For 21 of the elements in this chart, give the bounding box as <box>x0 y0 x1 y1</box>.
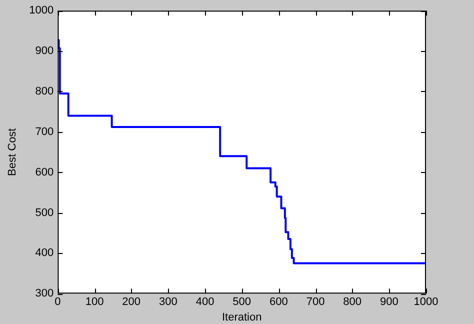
x-tick-label: 900 <box>380 296 398 308</box>
y-tick-label: 600 <box>35 166 54 178</box>
y-tick-label: 300 <box>35 288 54 300</box>
x-tick-label: 300 <box>158 296 178 308</box>
x-tick-label: 800 <box>343 296 362 308</box>
x-tick-label: 500 <box>232 296 252 308</box>
y-tick-label: 500 <box>35 206 54 219</box>
x-tick-label: 600 <box>269 296 288 308</box>
y-tick-label: 800 <box>35 85 54 98</box>
x-tick-label: 400 <box>196 296 214 308</box>
x-tick-label: 100 <box>85 296 104 308</box>
x-axis-title: Iteration <box>222 311 262 324</box>
y-tick-label: 400 <box>35 247 54 260</box>
x-tick-label: 0 <box>54 296 61 308</box>
y-axis-title: Best Cost <box>6 128 19 176</box>
x-tick-label: 200 <box>122 296 141 308</box>
x-tick-label: 1000 <box>414 296 438 308</box>
y-tick-label: 1000 <box>29 4 54 17</box>
y-tick-label: 900 <box>35 45 54 58</box>
x-tick-label: 700 <box>306 296 325 308</box>
y-tick-label: 700 <box>35 126 54 138</box>
